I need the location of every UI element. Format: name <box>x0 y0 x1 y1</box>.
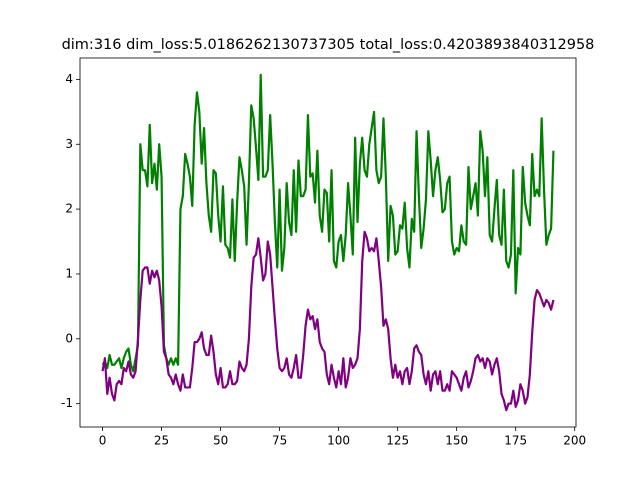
y-tick-label: 0 <box>65 331 73 345</box>
y-tick-label: 1 <box>65 266 73 280</box>
plot-frame <box>79 57 577 428</box>
x-tick-label: 100 <box>327 434 350 448</box>
line-series <box>101 73 555 373</box>
y-tick-label: 2 <box>65 202 73 216</box>
x-tick-label: 25 <box>154 434 169 448</box>
y-tick-label: 4 <box>65 72 73 86</box>
x-tick-label: 75 <box>272 434 287 448</box>
x-tick-label: 125 <box>386 434 409 448</box>
x-tick-label: 175 <box>504 434 527 448</box>
x-tick-label: 150 <box>445 434 468 448</box>
chart-title: dim:316 dim_loss:5.0186262130737305 tota… <box>62 37 595 53</box>
x-tick-label: 50 <box>213 434 228 448</box>
y-tick-label: 3 <box>65 137 73 151</box>
line-series <box>101 230 555 412</box>
y-tick-label: -1 <box>61 396 73 410</box>
x-tick-label: 0 <box>99 434 107 448</box>
x-tick-label: 200 <box>563 434 586 448</box>
